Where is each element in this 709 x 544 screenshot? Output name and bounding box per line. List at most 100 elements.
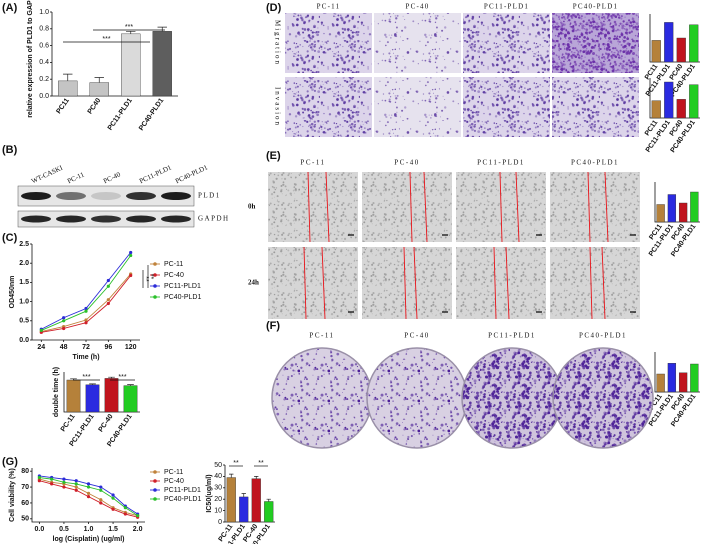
x-tick-label: 96 (104, 344, 112, 351)
significance: *** (118, 374, 126, 381)
x-tick-label: PC40 (87, 97, 103, 115)
legend-label: PC-40 (164, 478, 184, 485)
band (56, 192, 86, 200)
bar (664, 22, 674, 63)
bar (690, 363, 699, 393)
micrograph (550, 247, 640, 319)
y-tick-label: 0.0 (19, 337, 29, 344)
column-label: PC-11 (309, 332, 334, 340)
x-tick-label: PC40-PLD1 (138, 97, 165, 132)
point (74, 482, 78, 486)
bar (678, 372, 688, 393)
panel-label: (G) (2, 456, 18, 468)
bar (689, 24, 699, 63)
micrograph (374, 13, 461, 73)
error-bar (126, 30, 136, 34)
y-tick-label: 2.5 (19, 241, 29, 248)
micrograph (285, 13, 372, 73)
column-label: PC-40 (404, 332, 429, 340)
column-label: PC11-PLD1 (488, 332, 536, 340)
y-tick-label: 0.0 (39, 93, 49, 100)
legend-marker (153, 284, 157, 288)
point (62, 477, 66, 481)
wound-edge (515, 171, 520, 243)
point (62, 480, 66, 484)
panel-label: (E) (266, 150, 281, 162)
y-tick-label: 30 (214, 485, 222, 492)
bar (651, 100, 661, 119)
bar (121, 33, 141, 97)
legend-marker (153, 488, 157, 492)
bar (664, 81, 674, 119)
point (123, 512, 127, 516)
point (86, 491, 91, 496)
x-tick-label: 0.5 (59, 526, 69, 533)
point (62, 326, 66, 331)
column-label: PC11-PLD1 (477, 159, 525, 167)
y-tick-label: 0.2 (39, 76, 49, 83)
point (86, 482, 91, 486)
bar (690, 191, 699, 223)
y-tick-label: 50 (214, 462, 222, 469)
point (84, 306, 88, 311)
plate (461, 347, 563, 449)
wound-edge (403, 246, 407, 320)
column-label: PC-11 (317, 3, 341, 11)
micrograph (362, 247, 452, 319)
panel-label: (D) (266, 2, 282, 14)
y-axis-label: Cell viability (%) (9, 468, 16, 522)
wound-edge (423, 171, 428, 243)
band-label: PLD1 (198, 192, 221, 200)
band (126, 192, 156, 200)
legend-label: PC11-PLD1 (164, 283, 201, 290)
lane-label: PC-11 (66, 170, 86, 185)
x-tick-label: 1.0 (84, 526, 94, 533)
panel-label: (A) (2, 2, 18, 14)
point (99, 501, 103, 505)
wound-edge (587, 171, 591, 243)
row-label: Invasion (273, 87, 281, 127)
significance: ** (233, 460, 239, 467)
legend-label: PC40-PLD1 (164, 294, 201, 301)
band (56, 215, 86, 223)
y-tick-label: 20 (214, 496, 222, 503)
bar (104, 378, 119, 413)
error-bar (63, 73, 73, 81)
y-tick-label: 0.6 (39, 42, 49, 49)
point (50, 482, 54, 486)
bar (152, 31, 172, 97)
bar (656, 204, 665, 223)
x-axis-label: Time (h) (72, 354, 99, 361)
point (62, 319, 66, 323)
error-bar (127, 384, 134, 386)
column-label: PC11-PLD1 (484, 3, 529, 11)
bar (676, 99, 686, 119)
error-bar (108, 376, 115, 379)
micrograph (268, 247, 358, 319)
x-axis-label: log (Cisplatin) (ug/ml) (53, 536, 125, 543)
plate (552, 347, 654, 449)
point (37, 475, 41, 480)
column-label: PC40-PLD1 (579, 332, 627, 340)
legend-marker (153, 470, 157, 474)
panel-label: (B) (2, 144, 18, 156)
row-label: 24h (248, 279, 259, 287)
point (86, 485, 91, 489)
significance: *** (82, 374, 90, 381)
band-label: GAPDH (198, 215, 230, 223)
y-tick-label: 1.5 (19, 279, 29, 286)
row-label: Migration (273, 20, 281, 66)
column-label: PC-40 (394, 159, 419, 167)
bar (689, 84, 699, 119)
micrograph (463, 77, 550, 137)
bar (667, 363, 677, 393)
point (37, 479, 41, 483)
micrograph (268, 172, 358, 242)
y-tick-label: 0 (218, 519, 222, 526)
bar (85, 384, 100, 413)
error-bar (157, 26, 167, 32)
wound-edge (499, 171, 503, 243)
y-axis-label: double time (h) (53, 367, 60, 417)
legend-label: PC-11 (164, 261, 183, 268)
